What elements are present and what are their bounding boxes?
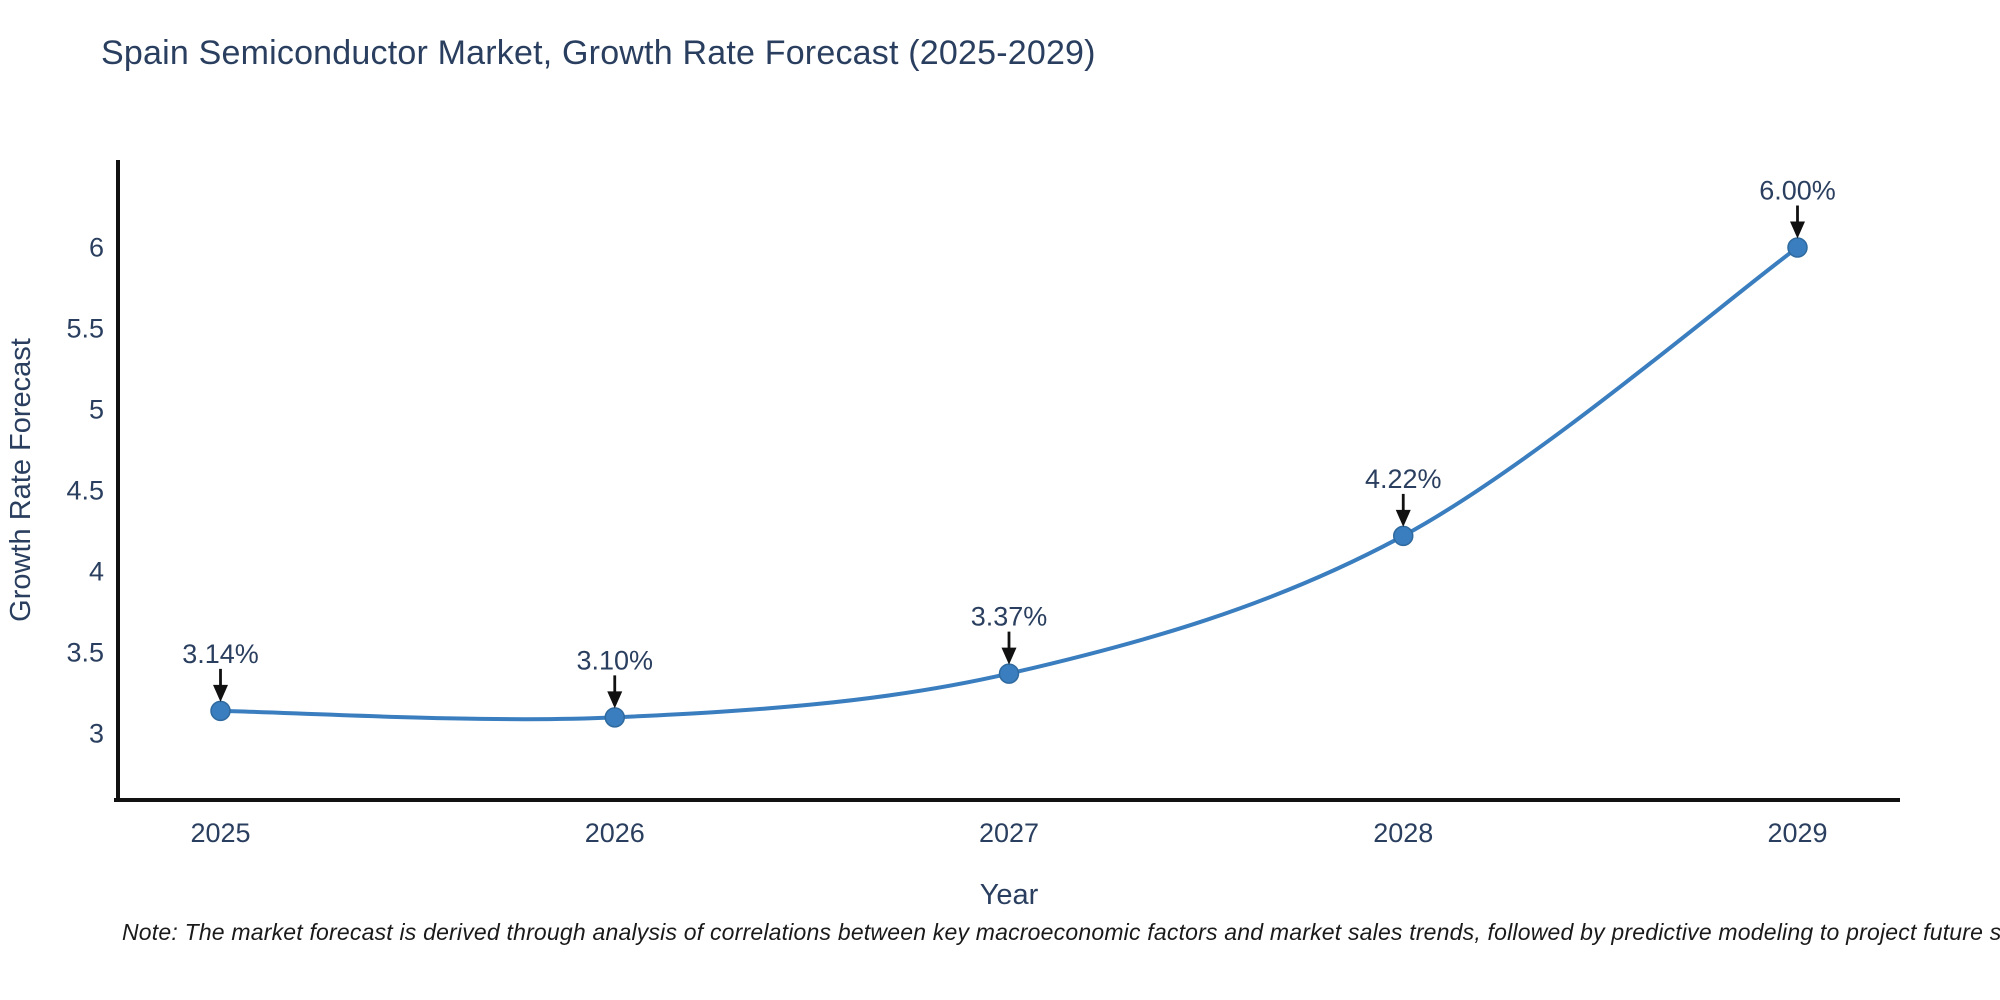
down-arrow-icon [1395,509,1411,527]
annotation-2028: 4.22% [1365,464,1442,527]
down-arrow-icon [213,684,229,702]
x-axis-tick-label: 2028 [1373,818,1433,848]
annotation-2029: 6.00% [1759,175,1836,239]
annotation-2027: 3.37% [971,602,1048,665]
x-axis-tick-label: 2027 [979,818,1039,848]
footnote: Note: The market forecast is derived thr… [122,919,2000,945]
annotation-2025: 3.14% [182,639,259,702]
annotation-2026: 3.10% [576,645,653,709]
down-arrow-icon [1789,221,1805,239]
series-line [218,245,1800,722]
y-axis-tick-label: 4 [89,557,104,587]
annotation-label: 6.00% [1759,175,1836,205]
chart-title: Spain Semiconductor Market, Growth Rate … [101,34,1096,72]
x-axis-tick-label: 2026 [585,818,645,848]
data-point-marker-2028[interactable] [1392,525,1414,547]
y-axis-tick-label: 4.5 [66,476,104,506]
x-axis-title: Year [980,879,1039,911]
y-axis-tick-label: 3.5 [66,638,104,668]
y-axis-tick-label: 5.5 [66,314,104,344]
annotation-label: 4.22% [1365,464,1442,494]
annotation-label: 3.10% [576,645,653,675]
y-axis-title: Growth Rate Forecast [5,338,37,622]
y-axis-tick-label: 5 [89,395,104,425]
x-axis-tick-label: 2025 [190,818,250,848]
data-point-marker-2027[interactable] [998,663,1020,684]
annotation-label: 3.37% [971,602,1048,632]
x-axis-tick-label: 2029 [1767,818,1827,848]
down-arrow-icon [607,691,623,709]
y-axis-tick-label: 6 [89,232,104,262]
down-arrow-icon [1001,647,1017,665]
y-axis-tick-label: 3 [89,719,104,749]
data-point-marker-2026[interactable] [604,707,626,728]
annotation-label: 3.14% [182,639,259,669]
data-point-marker-2029[interactable] [1787,237,1808,258]
data-point-marker-2025[interactable] [210,700,231,722]
